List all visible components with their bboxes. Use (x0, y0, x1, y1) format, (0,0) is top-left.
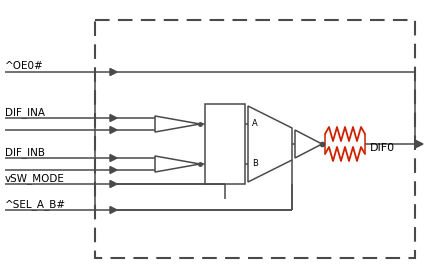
Polygon shape (248, 106, 292, 182)
Text: A: A (252, 120, 258, 128)
Bar (205, 104, 245, 184)
Text: B: B (252, 160, 258, 168)
Text: vSW_MODE: vSW_MODE (5, 173, 65, 185)
Polygon shape (416, 140, 423, 148)
Polygon shape (110, 207, 117, 214)
Text: DIF_INB: DIF_INB (5, 148, 45, 158)
Polygon shape (110, 115, 117, 121)
Polygon shape (110, 180, 117, 187)
Polygon shape (110, 167, 117, 173)
Polygon shape (110, 155, 117, 162)
Text: DIF0: DIF0 (370, 143, 395, 153)
Text: DIF_INA: DIF_INA (5, 108, 45, 118)
Polygon shape (295, 130, 322, 158)
Text: ^OE0#: ^OE0# (5, 61, 44, 71)
Text: ^SEL_A_B#: ^SEL_A_B# (5, 200, 66, 210)
Polygon shape (110, 126, 117, 133)
Polygon shape (110, 68, 117, 76)
